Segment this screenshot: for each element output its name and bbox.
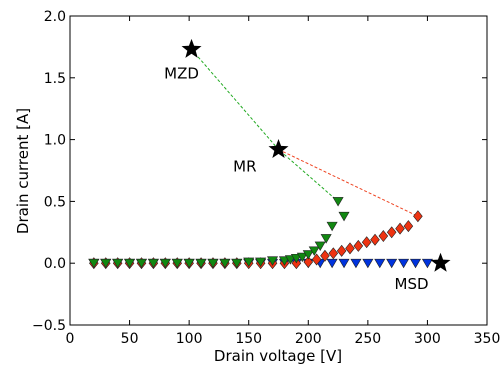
data-point-triangle [88, 258, 100, 269]
data-point-triangle [255, 257, 267, 268]
data-point-triangle [421, 258, 433, 269]
data-point-diamond [413, 210, 423, 223]
data-point-diamond [353, 239, 364, 252]
y-tick-label: 0.5 [44, 194, 66, 210]
data-point-triangle [267, 256, 279, 266]
dashed-line [191, 49, 339, 202]
data-point-triangle [308, 246, 320, 256]
data-point-triangle [302, 250, 314, 260]
data-point-diamond [311, 253, 322, 266]
data-point-triangle [207, 258, 219, 269]
x-tick-label: 200 [295, 331, 322, 347]
star-label: MSD [395, 275, 429, 293]
data-point-diamond [395, 222, 405, 235]
data-point-triangle [338, 211, 350, 222]
data-point-diamond [320, 249, 330, 262]
x-axis-label: Drain voltage [V] [214, 347, 342, 365]
data-point-triangle [183, 258, 195, 269]
data-point-triangle [135, 258, 148, 269]
x-tick-label: 0 [66, 331, 75, 347]
data-point-triangle [374, 258, 386, 269]
data-point-triangle [100, 258, 112, 269]
data-point-triangle [124, 258, 136, 269]
x-tick-label: 150 [235, 331, 262, 347]
data-point-triangle [314, 241, 326, 251]
data-point-triangle [278, 256, 290, 266]
y-axis-label: Drain current [A] [14, 108, 32, 234]
star-label: MZD [164, 64, 199, 82]
data-point-triangle [243, 257, 255, 268]
data-point-triangle [171, 258, 183, 269]
data-point-triangle [320, 234, 332, 244]
data-point-triangle [112, 258, 124, 269]
dashed-line [278, 149, 419, 217]
data-markers [88, 197, 433, 270]
data-point-triangle [231, 258, 243, 269]
data-point-diamond [303, 255, 314, 268]
x-tick-label: 50 [121, 331, 139, 347]
data-point-diamond [328, 247, 339, 260]
y-axis-ticks: −0.5 0.0 0.5 1.0 1.5 2.0 [32, 9, 487, 334]
data-point-diamond [361, 236, 372, 249]
data-point-triangle [409, 258, 422, 269]
data-point-triangle [350, 258, 362, 269]
data-point-diamond [386, 226, 397, 239]
data-point-triangle [284, 255, 296, 265]
data-point-triangle [326, 258, 338, 269]
data-point-triangle [332, 197, 344, 207]
data-point-triangle [290, 253, 302, 264]
data-point-triangle [195, 258, 207, 269]
star-marker [268, 138, 289, 158]
x-tick-label: 300 [414, 331, 441, 347]
plot-frame [69, 15, 488, 326]
data-point-diamond [403, 220, 414, 233]
x-tick-label: 350 [474, 331, 501, 347]
data-point-triangle [147, 258, 159, 269]
star-label: MR [233, 157, 256, 175]
star-marker [430, 252, 451, 272]
star-marker [181, 38, 202, 58]
x-axis-ticks: 0 50 100 150 200 250 300 350 [66, 16, 501, 347]
data-point-diamond [336, 244, 347, 257]
data-point-diamond [378, 230, 389, 242]
x-tick-label: 100 [176, 331, 203, 347]
data-point-triangle [296, 252, 308, 263]
data-point-diamond [345, 242, 355, 255]
star-markers: MZD MR MSD [164, 38, 451, 293]
y-tick-label: 2.0 [44, 9, 66, 25]
data-point-triangle [338, 258, 350, 269]
data-point-triangle [362, 258, 374, 269]
data-point-triangle [219, 258, 231, 269]
data-point-triangle [326, 221, 338, 232]
data-point-diamond [370, 233, 380, 246]
data-point-triangle [386, 258, 398, 269]
y-tick-label: 0.0 [44, 256, 66, 272]
y-tick-label: −0.5 [32, 318, 66, 334]
y-tick-label: 1.0 [44, 133, 66, 149]
y-tick-label: 1.5 [44, 71, 66, 87]
data-point-triangle [398, 258, 410, 269]
data-point-triangle [159, 258, 171, 269]
x-tick-label: 250 [354, 331, 381, 347]
dashed-lines [191, 49, 419, 217]
